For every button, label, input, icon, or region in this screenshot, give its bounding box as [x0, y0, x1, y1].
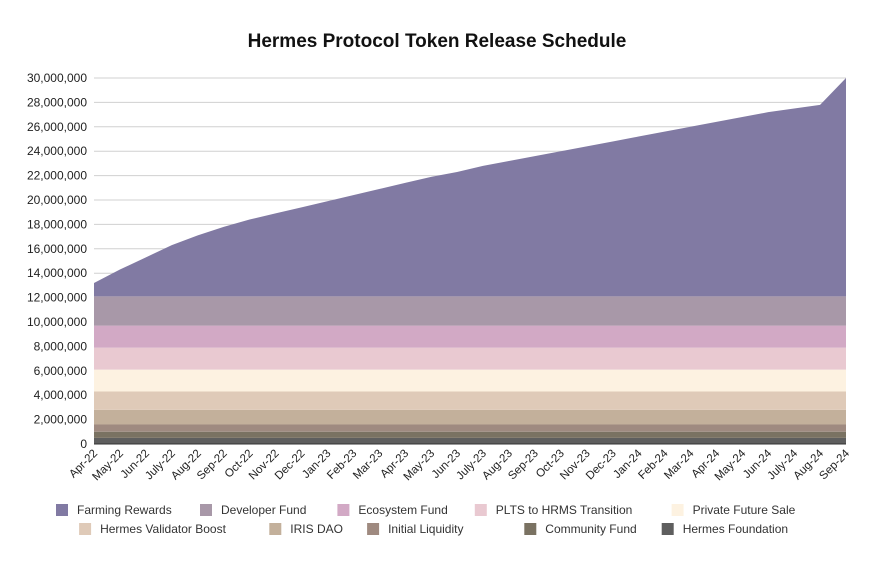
legend-label: PLTS to HRMS Transition: [496, 503, 633, 517]
y-tick-label: 4,000,000: [34, 388, 88, 402]
y-tick-label: 6,000,000: [34, 364, 88, 378]
legend-label: Private Future Sale: [693, 503, 796, 517]
legend-item-hermes-validator-boost: Hermes Validator Boost: [79, 522, 227, 536]
area-series-plts-to-hrms-transition: [94, 347, 846, 370]
y-tick-label: 0: [80, 437, 87, 451]
legend-item-ecosystem-fund: Ecosystem Fund: [337, 503, 448, 517]
legend-swatch: [337, 504, 350, 516]
y-tick-label: 28,000,000: [27, 95, 87, 109]
legend-item-private-future-sale: Private Future Sale: [671, 503, 796, 517]
legend-item-hermes-foundation: Hermes Foundation: [661, 522, 788, 536]
legend-item-initial-liquidity: Initial Liquidity: [367, 522, 463, 536]
area-series-ecosystem-fund: [94, 325, 846, 348]
y-tick-label: 12,000,000: [27, 291, 87, 305]
legend-label: Farming Rewards: [77, 503, 172, 517]
legend-item-community-fund: Community Fund: [524, 522, 637, 536]
legend-item-plts-to-hrms-transition: PLTS to HRMS Transition: [474, 503, 633, 517]
y-tick-label: 18,000,000: [27, 217, 87, 231]
y-tick-label: 20,000,000: [27, 193, 87, 207]
y-tick-label: 14,000,000: [27, 266, 87, 280]
y-tick-label: 8,000,000: [34, 339, 88, 353]
legend-swatch: [367, 523, 380, 535]
legend-swatch: [79, 523, 92, 535]
legend-swatch: [269, 523, 282, 535]
y-tick-label: 2,000,000: [34, 413, 88, 427]
legend-swatch: [56, 504, 68, 516]
legend-swatch: [474, 504, 487, 516]
legend-label: IRIS DAO: [290, 522, 343, 536]
legend-swatch: [200, 504, 212, 516]
chart-title: Hermes Protocol Token Release Schedule: [248, 31, 627, 52]
area-series-initial-liquidity: [94, 424, 846, 432]
legend-item-farming-rewards: Farming Rewards: [56, 503, 172, 517]
area-series-iris-dao: [94, 409, 846, 425]
y-tick-label: 26,000,000: [27, 120, 87, 134]
legend-item-developer-fund: Developer Fund: [200, 503, 306, 517]
area-series-private-future-sale: [94, 369, 846, 392]
legend-label: Community Fund: [545, 522, 636, 536]
legend-label: Initial Liquidity: [388, 522, 463, 536]
area-series-farming-rewards: [94, 78, 846, 297]
stacked-areas: [94, 78, 846, 444]
y-tick-label: 30,000,000: [27, 71, 87, 85]
area-series-developer-fund: [94, 296, 846, 326]
legend-label: Developer Fund: [221, 503, 306, 517]
legend-swatch: [671, 504, 684, 516]
legend: Farming Rewards Developer Fund Ecosystem F…: [56, 503, 796, 536]
legend-swatch: [524, 523, 537, 535]
y-tick-label: 24,000,000: [27, 144, 87, 158]
area-series-hermes-validator-boost: [94, 391, 846, 410]
y-tick-label: 22,000,000: [27, 169, 87, 183]
y-tick-label: 16,000,000: [27, 242, 87, 256]
area-series-hermes-foundation: [94, 437, 846, 444]
legend-item-iris-dao: IRIS DAO: [269, 522, 343, 536]
legend-label: Ecosystem Fund: [358, 503, 447, 517]
legend-swatch: [661, 523, 674, 535]
area-series-community-fund: [94, 431, 846, 438]
y-tick-label: 10,000,000: [27, 315, 87, 329]
legend-label: Hermes Foundation: [683, 522, 788, 536]
legend-label: Hermes Validator Boost: [100, 522, 226, 536]
